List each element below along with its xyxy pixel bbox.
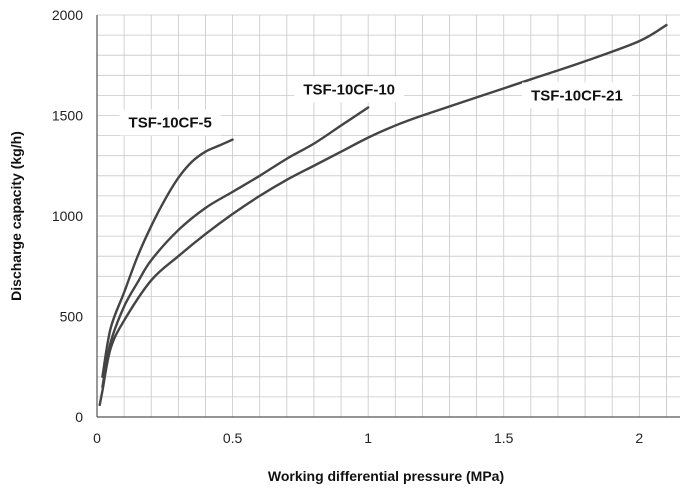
grid-lines — [97, 14, 680, 417]
y-tick-label: 500 — [60, 309, 84, 325]
y-tick-label: 2000 — [52, 7, 83, 23]
x-tick-label: 1 — [364, 430, 372, 446]
x-tick-label: 1.5 — [494, 430, 514, 446]
series-label-group-tsf-10cf-21: TSF-10CF-21 — [522, 82, 632, 109]
series-label-tsf-10cf-10: TSF-10CF-10 — [303, 81, 395, 98]
y-axis-title: Discharge capacity (kg/h) — [8, 131, 24, 301]
series-label-tsf-10cf-21: TSF-10CF-21 — [531, 87, 623, 104]
series-label-tsf-10cf-5: TSF-10CF-5 — [129, 115, 212, 132]
series-label-background — [119, 109, 221, 136]
series-lines — [98, 23, 668, 407]
series-line-tsf-10cf-5 — [101, 138, 234, 378]
series-label-background — [522, 82, 632, 109]
x-tick-label: 0 — [93, 430, 101, 446]
axes — [96, 15, 680, 418]
y-tick-label: 1500 — [52, 108, 83, 124]
series-labels: TSF-10CF-5 TSF-10CF-10 TSF-10CF-21 — [119, 76, 632, 136]
x-tick-label: 2 — [635, 430, 643, 446]
x-tick-label: 0.5 — [223, 430, 243, 446]
series-label-group-tsf-10cf-5: TSF-10CF-5 — [119, 109, 221, 136]
tick-labels: 0 0.5 1 1.5 2 0 500 1000 1500 2000 — [52, 7, 644, 446]
series-label-background — [294, 76, 405, 103]
series-line-tsf-10cf-21 — [98, 23, 668, 407]
x-axis-title: Working differential pressure (MPa) — [268, 468, 504, 484]
series-line-tsf-10cf-10 — [101, 106, 370, 389]
y-tick-label: 1000 — [52, 208, 83, 224]
y-tick-label: 0 — [75, 409, 83, 425]
series-label-group-tsf-10cf-10: TSF-10CF-10 — [294, 76, 405, 103]
